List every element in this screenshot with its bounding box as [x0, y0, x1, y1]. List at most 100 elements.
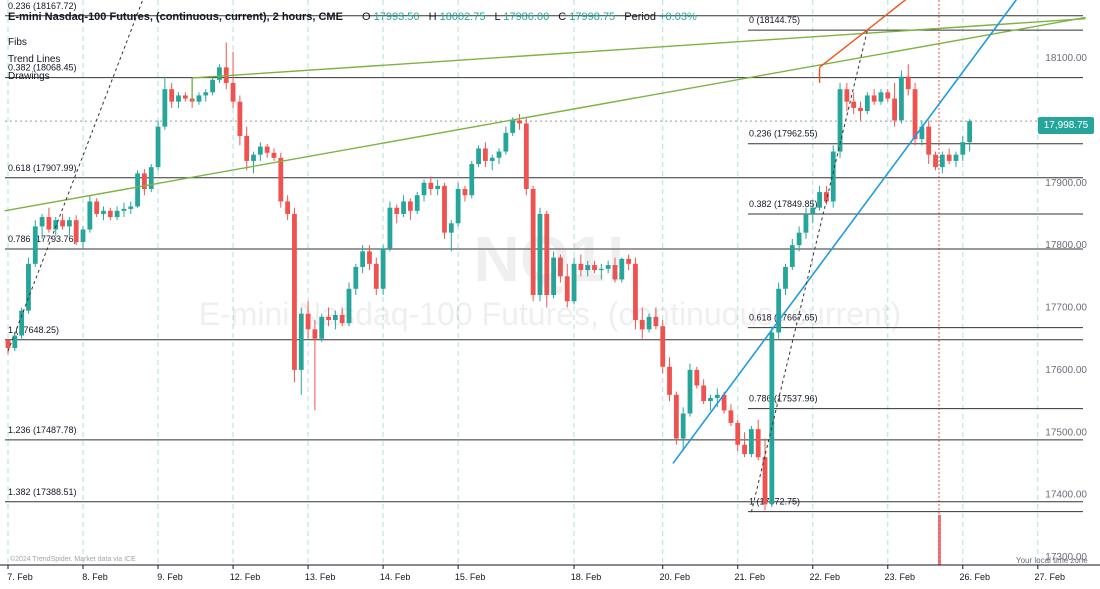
candle-body: [448, 223, 454, 233]
candle-body: [32, 226, 38, 264]
candle-body: [292, 213, 297, 370]
candle-body: [230, 82, 236, 102]
price-tick-label: 17500.00: [1045, 427, 1087, 438]
layer-fibs[interactable]: Fibs: [8, 37, 27, 48]
candle-body: [673, 394, 679, 439]
candle-body: [5, 339, 11, 349]
low-label: L: [494, 11, 501, 23]
candle-body: [278, 157, 284, 202]
time-tick-label: 7. Feb: [7, 572, 33, 582]
candle-body: [298, 313, 304, 370]
price-tick-label: 17800.00: [1045, 240, 1087, 251]
fib-right-label: 1 (17372.75): [749, 497, 800, 507]
candle-body: [135, 173, 140, 207]
fib-right-label: 0.382 (17849.85): [749, 199, 818, 209]
close-value: 17998.75: [569, 11, 616, 23]
candle-body: [605, 265, 611, 269]
candle-body: [394, 207, 400, 214]
timezone-button[interactable]: Your local time zone: [1016, 556, 1088, 565]
candle-body: [714, 394, 720, 398]
price-tick-label: 18100.00: [1045, 53, 1087, 64]
candle-body: [933, 154, 938, 168]
candle-body: [878, 92, 884, 102]
candle-body: [53, 220, 59, 230]
candle-body: [142, 173, 147, 189]
candle-body: [830, 151, 836, 202]
candle-body: [148, 167, 154, 189]
candle-body: [162, 89, 168, 127]
period-label: Period: [624, 11, 657, 23]
time-tick-label: 26. Feb: [960, 572, 991, 582]
candle-body: [783, 266, 788, 289]
candle-body: [817, 192, 822, 208]
candle-body: [455, 188, 461, 224]
price-tick-label: 17700.00: [1045, 303, 1087, 314]
trend-lines[interactable]: [4, 0, 1086, 513]
candle-body: [182, 95, 188, 99]
candle-body: [421, 182, 427, 196]
price-tick-label: 17400.00: [1045, 490, 1087, 501]
candle-body: [537, 213, 543, 296]
fib-left-label: 0.618 (17907.99): [8, 163, 77, 173]
candle-body: [899, 76, 904, 121]
fib-right-label: 0.786 (17537.96): [749, 394, 818, 404]
candle-body: [633, 263, 638, 320]
candle-body: [73, 220, 79, 243]
time-tick-label: 21. Feb: [734, 572, 765, 582]
candle-body: [387, 207, 393, 249]
time-tick-label: 8. Feb: [82, 572, 108, 582]
candle-body: [121, 208, 127, 211]
candle-body: [653, 316, 659, 327]
candle-body: [114, 210, 120, 218]
candle-body: [210, 79, 215, 93]
candle-body: [578, 263, 584, 271]
candle-body: [892, 98, 897, 121]
candle-body: [107, 210, 113, 218]
candle-body: [967, 121, 973, 143]
candle-body: [155, 126, 161, 168]
candle-body: [360, 251, 366, 267]
candle-body: [571, 263, 577, 302]
candle-body: [435, 185, 441, 189]
candle-body: [810, 207, 816, 214]
candle-body: [87, 201, 93, 230]
ohlc-readout: O 17993.50 H 18002.75 L 17986.00 C 17998…: [356, 11, 697, 23]
time-tick-label: 14. Feb: [380, 572, 411, 582]
candle-body: [864, 95, 870, 112]
candle-body: [530, 188, 536, 296]
candle-body: [264, 146, 270, 153]
candle-body: [708, 397, 713, 402]
candle-body: [796, 232, 802, 246]
layer-trend-lines[interactable]: Trend Lines: [8, 54, 61, 65]
price-axis[interactable]: 18100.00 17900.00 17800.00 17700.00 17600.00…: [1045, 53, 1087, 563]
candle-body: [176, 95, 181, 102]
candle-body: [687, 369, 693, 414]
candle-body: [762, 457, 768, 504]
candle-body: [66, 220, 72, 227]
candle-body: [428, 182, 434, 189]
candle-body: [885, 92, 891, 99]
candle-body: [939, 154, 945, 168]
time-tick-label: 18. Feb: [571, 572, 602, 582]
candle-body: [407, 201, 413, 211]
time-tick-label: 27. Feb: [1035, 572, 1066, 582]
candle-body: [312, 329, 318, 339]
candle-body: [401, 201, 406, 214]
drawing-red-line-b: [866, 0, 907, 31]
candle-body: [442, 185, 447, 233]
candle-body: [544, 213, 550, 296]
candle-body: [619, 258, 625, 280]
time-axis[interactable]: 7. Feb 8. Feb 9. Feb 12. Feb 13. Feb 14. Feb 1…: [0, 564, 1100, 582]
candle-body: [694, 369, 700, 386]
close-label: C: [558, 11, 567, 23]
time-tick-label: 12. Feb: [230, 572, 261, 582]
layer-drawings[interactable]: Drawings: [8, 71, 50, 82]
candle-body: [946, 154, 952, 161]
candle-body: [844, 89, 850, 102]
candle-body: [824, 192, 829, 202]
candle-body: [414, 195, 420, 211]
candle-body: [244, 135, 250, 161]
candlestick-series: [5, 42, 973, 511]
candle-body: [353, 266, 359, 289]
